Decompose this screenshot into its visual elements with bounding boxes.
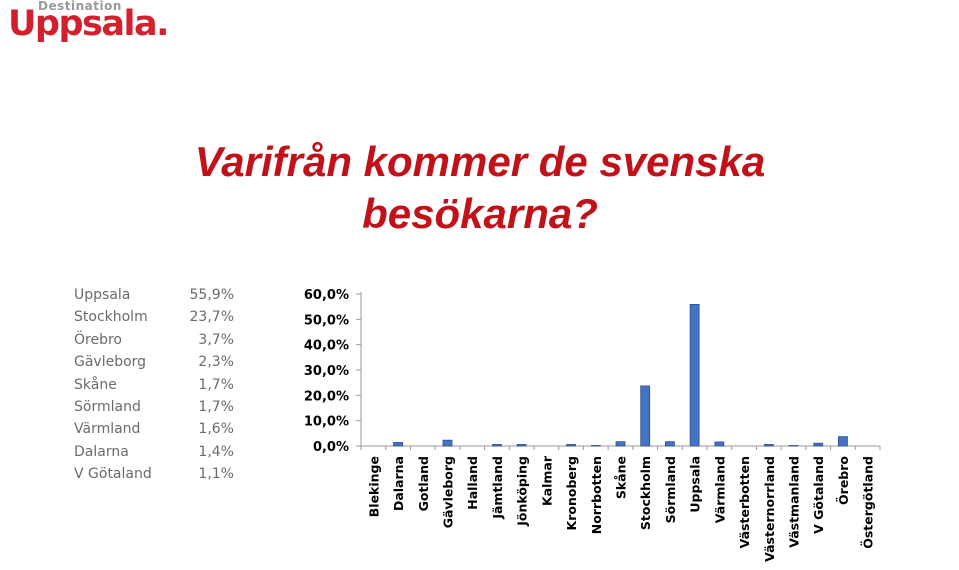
stat-row: Sörmland 1,7%: [74, 396, 242, 418]
x-tick-label: V Götaland: [811, 456, 826, 534]
page-title: Varifrån kommer de svenska besökarna?: [60, 136, 900, 240]
bar: [492, 444, 502, 447]
stat-name: Dalarna: [74, 443, 129, 460]
stat-name: Örebro: [74, 331, 122, 348]
stat-value: 2,3%: [198, 354, 234, 371]
stat-row: Dalarna 1,4%: [74, 441, 242, 463]
stat-value: 55,9%: [189, 287, 234, 303]
y-tick-label: 50,0%: [304, 313, 349, 328]
y-tick-label: 60,0%: [304, 288, 349, 303]
bar: [714, 441, 725, 447]
bar: [788, 445, 799, 447]
stat-name: Stockholm: [74, 309, 148, 326]
logo-small-text: Destination: [38, 0, 122, 13]
bar: [615, 441, 626, 447]
x-tick-label: Skåne: [614, 456, 629, 499]
y-tick-label: 40,0%: [304, 339, 349, 354]
bar: [590, 445, 601, 447]
bar: [393, 442, 403, 447]
title-line-1: Varifrån kommer de svenska: [194, 138, 766, 185]
y-tick-label: 0,0%: [313, 440, 349, 455]
bar: [763, 444, 774, 447]
x-tick-label: Halland: [465, 456, 480, 510]
stat-row: V Götaland 1,1%: [74, 463, 242, 485]
bar: [640, 385, 651, 447]
bar-chart: 0,0% 10,0% 20,0% 30,0% 40,0% 50,0% 60,0% Blekin…: [304, 288, 881, 562]
stat-value: 23,7%: [189, 309, 234, 326]
x-tick-label: Jämtland: [490, 456, 505, 520]
destination-uppsala-logo: Destination Uppsala.: [8, 0, 169, 44]
title-line-2: besökarna?: [362, 190, 598, 237]
x-tick-label: Kronoberg: [564, 456, 579, 530]
y-tick-label: 10,0%: [304, 415, 349, 430]
x-tick-label: Blekinge: [366, 456, 381, 517]
stat-row: Värmland 1,6%: [74, 418, 242, 440]
x-tick-label: Gotland: [416, 456, 431, 511]
stat-name: V Götaland: [74, 466, 152, 483]
stat-row: Gävleborg 2,3%: [74, 351, 242, 373]
x-tick-label: Västmanland: [787, 456, 802, 548]
bar: [838, 436, 848, 447]
stat-name: Uppsala: [74, 287, 131, 303]
bar: [813, 442, 824, 447]
bar: [665, 441, 675, 447]
x-tick-label: Gävleborg: [441, 456, 456, 528]
x-tick-label: Dalarna: [391, 456, 406, 511]
x-tick-label: Sörmland: [663, 456, 678, 523]
x-tick-label: Västerbotten: [737, 456, 752, 548]
bar: [516, 444, 527, 447]
x-tick-label: Örebro: [836, 456, 851, 505]
x-tick-label: Kalmar: [539, 455, 554, 506]
stat-name: Skåne: [74, 376, 117, 393]
stat-row: Skåne 1,7%: [74, 374, 242, 396]
stat-row: Stockholm 23,7%: [74, 306, 242, 328]
x-tick-label: Norrbotten: [589, 456, 604, 534]
x-tick-label: Jönköping: [515, 456, 530, 527]
stat-value: 1,7%: [198, 376, 234, 393]
stat-row: Uppsala 55,9%: [74, 284, 242, 306]
stat-name: Gävleborg: [74, 354, 147, 371]
x-tick-label: Stockholm: [638, 456, 653, 530]
stat-value: 1,7%: [198, 398, 234, 415]
x-tick-label: Värmland: [712, 456, 727, 523]
y-tick-label: 30,0%: [304, 364, 349, 379]
logo-big-text: Uppsala.: [8, 4, 169, 44]
stat-value: 3,7%: [198, 331, 234, 348]
x-tick-label: Uppsala: [688, 456, 703, 513]
stat-value: 1,4%: [198, 443, 234, 460]
stat-value: 1,1%: [198, 466, 234, 483]
stat-value: 1,6%: [198, 421, 234, 438]
bar: [442, 439, 453, 447]
stat-row: Örebro 3,7%: [74, 329, 242, 351]
stat-name: Värmland: [74, 421, 141, 438]
stat-name: Sörmland: [74, 398, 141, 415]
bar: [566, 444, 576, 447]
bar: [689, 303, 700, 447]
x-tick-label: Östergötland: [861, 456, 876, 549]
x-tick-label: Västernorrland: [762, 456, 777, 562]
stats-list: Uppsala 55,9% Stockholm 23,7% Örebro 3,7% G…: [74, 284, 242, 486]
y-tick-label: 20,0%: [304, 389, 349, 404]
